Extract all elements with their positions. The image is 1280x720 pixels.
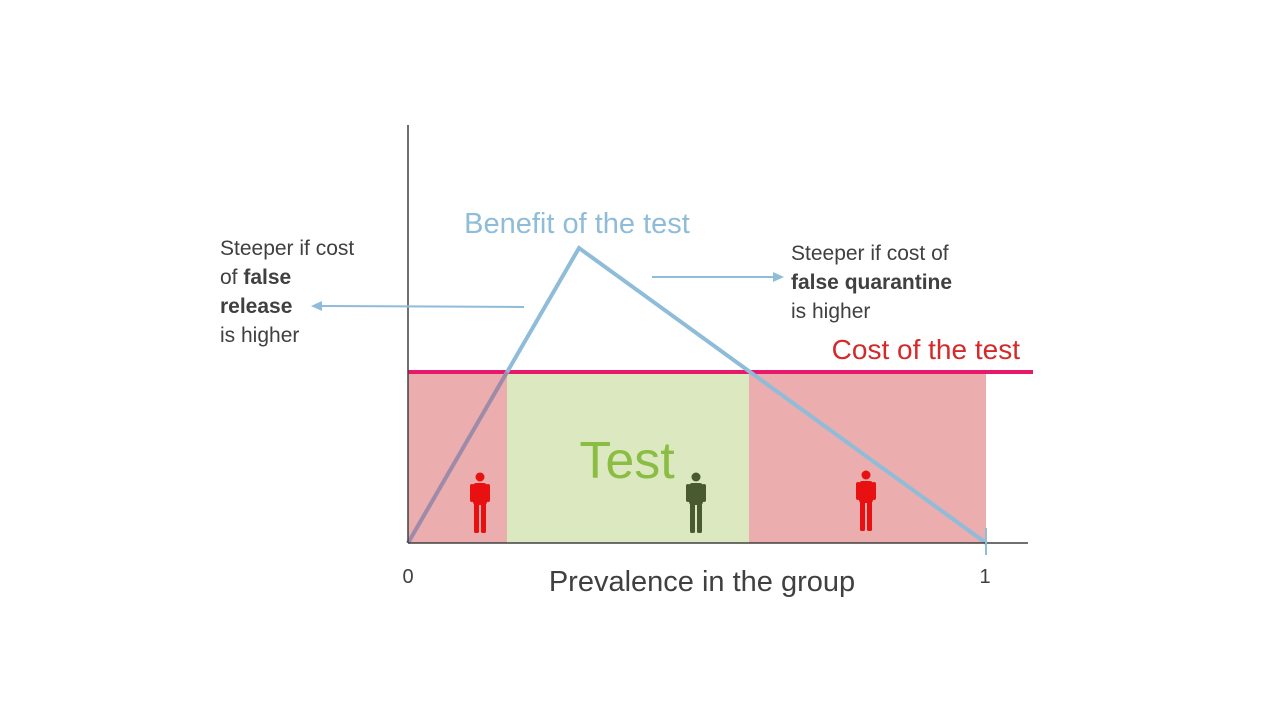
left-arrow-line (319, 305, 525, 308)
x-axis-label: Prevalence in the group (549, 566, 855, 598)
right-arrow-head (773, 272, 784, 282)
left-note-line2-bold: false (243, 266, 292, 289)
left-arrow-head (311, 301, 322, 311)
left-note-line3: release (220, 292, 354, 321)
left-note: Steeper if cost of false release is high… (220, 234, 354, 350)
left-note-line2: of false (220, 263, 354, 292)
right-note-line2: false quarantine (791, 268, 952, 297)
right-note-line1: Steeper if cost of (791, 242, 949, 265)
person-red-right-icon (856, 470, 876, 531)
right-note: Steeper if cost of false quarantine is h… (791, 239, 952, 326)
benefit-label: Benefit of the test (464, 208, 690, 240)
test-region (507, 372, 749, 543)
x-tick-start: 0 (402, 566, 413, 588)
person-green-center-icon (686, 472, 706, 533)
x-tick-end: 1 (979, 566, 990, 588)
left-note-line1: Steeper if cost (220, 237, 355, 260)
test-label: Test (579, 432, 675, 490)
right-note-line3: is higher (791, 300, 871, 323)
left-note-line3-bold: release (220, 295, 293, 318)
cost-label: Cost of the test (832, 334, 1021, 365)
left-note-line2-prefix: of (220, 266, 244, 289)
benefit-curve-overlap (406, 370, 509, 545)
left-note-line4: is higher (220, 324, 300, 347)
right-note-line2-bold: false quarantine (791, 271, 953, 294)
person-red-left-icon (470, 472, 490, 533)
